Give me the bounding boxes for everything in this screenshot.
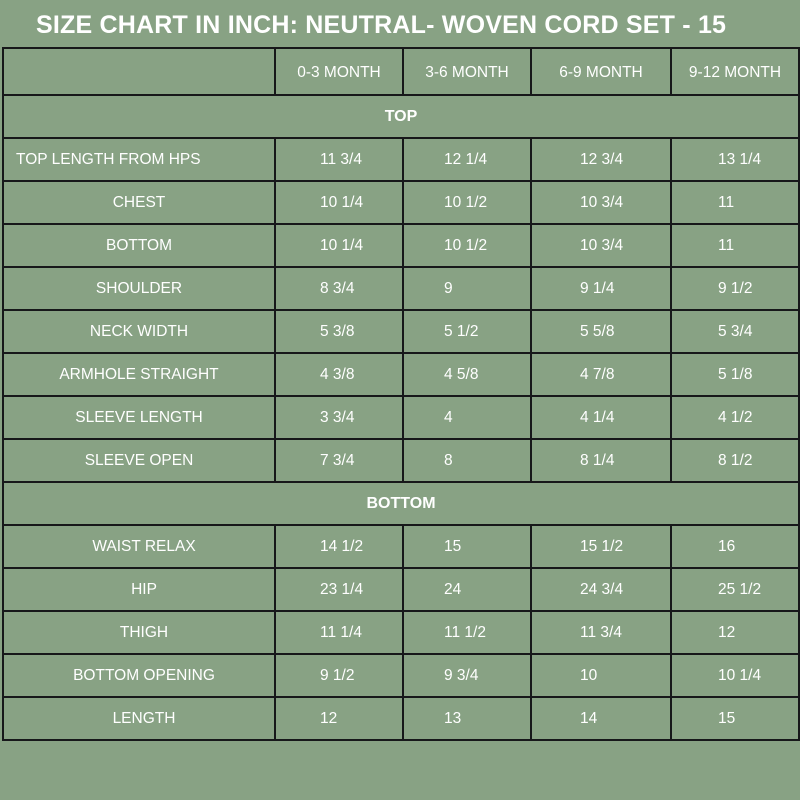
measurement-value: 8 1/2 <box>670 438 800 483</box>
table-row: LENGTH 12 13 14 15 <box>2 696 800 741</box>
table-row: CHEST 10 1/4 10 1/2 10 3/4 11 <box>2 180 800 225</box>
measurement-value: 10 1/2 <box>402 180 532 225</box>
measurement-value: 5 1/2 <box>402 309 532 354</box>
measurement-value: 9 1/2 <box>274 653 404 698</box>
measurement-value: 8 3/4 <box>274 266 404 311</box>
measurement-label: SHOULDER <box>2 266 276 311</box>
measurement-value: 10 3/4 <box>530 223 672 268</box>
section-title: TOP <box>2 94 800 139</box>
measurement-value: 9 <box>402 266 532 311</box>
measurement-label: SLEEVE OPEN <box>2 438 276 483</box>
measurement-value: 24 <box>402 567 532 612</box>
measurement-value: 9 3/4 <box>402 653 532 698</box>
measurement-value: 15 <box>670 696 800 741</box>
measurement-value: 14 1/2 <box>274 524 404 569</box>
measurement-value: 4 1/4 <box>530 395 672 440</box>
measurement-value: 14 <box>530 696 672 741</box>
measurement-value: 11 1/4 <box>274 610 404 655</box>
table-row: BOTTOM 10 1/4 10 1/2 10 3/4 11 <box>2 223 800 268</box>
measurement-value: 10 1/4 <box>670 653 800 698</box>
measurement-label: THIGH <box>2 610 276 655</box>
measurement-value: 7 3/4 <box>274 438 404 483</box>
table-row: HIP 23 1/4 24 24 3/4 25 1/2 <box>2 567 800 612</box>
measurement-value: 5 3/8 <box>274 309 404 354</box>
measurement-value: 4 7/8 <box>530 352 672 397</box>
measurement-label: SLEEVE LENGTH <box>2 395 276 440</box>
measurement-value: 24 3/4 <box>530 567 672 612</box>
measurement-value: 3 3/4 <box>274 395 404 440</box>
table-row: WAIST RELAX 14 1/2 15 15 1/2 16 <box>2 524 800 569</box>
measurement-value: 13 1/4 <box>670 137 800 182</box>
measurement-value: 8 1/4 <box>530 438 672 483</box>
table-row: SLEEVE OPEN 7 3/4 8 8 1/4 8 1/2 <box>2 438 800 483</box>
measurement-value: 11 <box>670 223 800 268</box>
header-cell-size: 6-9 MONTH <box>530 47 672 96</box>
table-row: ARMHOLE STRAIGHT 4 3/8 4 5/8 4 7/8 5 1/8 <box>2 352 800 397</box>
measurement-label: CHEST <box>2 180 276 225</box>
measurement-value: 11 <box>670 180 800 225</box>
table-row: THIGH 11 1/4 11 1/2 11 3/4 12 <box>2 610 800 655</box>
measurement-value: 25 1/2 <box>670 567 800 612</box>
measurement-value: 23 1/4 <box>274 567 404 612</box>
table-row: SHOULDER 8 3/4 9 9 1/4 9 1/2 <box>2 266 800 311</box>
header-cell-size: 3-6 MONTH <box>402 47 532 96</box>
table-row: NECK WIDTH 5 3/8 5 1/2 5 5/8 5 3/4 <box>2 309 800 354</box>
measurement-label: BOTTOM OPENING <box>2 653 276 698</box>
measurement-label: NECK WIDTH <box>2 309 276 354</box>
measurement-value: 4 1/2 <box>670 395 800 440</box>
measurement-value: 11 3/4 <box>274 137 404 182</box>
measurement-value: 12 3/4 <box>530 137 672 182</box>
header-cell-size: 9-12 MONTH <box>670 47 800 96</box>
header-cell-size: 0-3 MONTH <box>274 47 404 96</box>
measurement-value: 12 <box>274 696 404 741</box>
measurement-value: 10 3/4 <box>530 180 672 225</box>
measurement-value: 13 <box>402 696 532 741</box>
section-header-row: TOP <box>2 94 800 139</box>
section-header-row: BOTTOM <box>2 481 800 526</box>
measurement-value: 15 <box>402 524 532 569</box>
measurement-label: ARMHOLE STRAIGHT <box>2 352 276 397</box>
measurement-value: 4 3/8 <box>274 352 404 397</box>
measurement-label: TOP LENGTH FROM HPS <box>2 137 276 182</box>
size-chart-body: 0-3 MONTH 3-6 MONTH 6-9 MONTH 9-12 MONTH… <box>2 47 800 741</box>
section-title: BOTTOM <box>2 481 800 526</box>
measurement-value: 10 1/2 <box>402 223 532 268</box>
page-title: SIZE CHART IN INCH: NEUTRAL- WOVEN CORD … <box>36 11 727 39</box>
measurement-value: 10 1/4 <box>274 223 404 268</box>
size-chart-table: 0-3 MONTH 3-6 MONTH 6-9 MONTH 9-12 MONTH… <box>2 47 800 741</box>
measurement-value: 10 <box>530 653 672 698</box>
measurement-value: 10 1/4 <box>274 180 404 225</box>
measurement-label: BOTTOM <box>2 223 276 268</box>
measurement-value: 5 3/4 <box>670 309 800 354</box>
measurement-value: 4 5/8 <box>402 352 532 397</box>
measurement-label: HIP <box>2 567 276 612</box>
measurement-value: 11 3/4 <box>530 610 672 655</box>
measurement-value: 11 1/2 <box>402 610 532 655</box>
measurement-value: 4 <box>402 395 532 440</box>
measurement-value: 5 1/8 <box>670 352 800 397</box>
measurement-value: 12 1/4 <box>402 137 532 182</box>
table-row: BOTTOM OPENING 9 1/2 9 3/4 10 10 1/4 <box>2 653 800 698</box>
header-cell-empty <box>2 47 276 96</box>
measurement-value: 12 <box>670 610 800 655</box>
measurement-value: 15 1/2 <box>530 524 672 569</box>
measurement-value: 8 <box>402 438 532 483</box>
measurement-label: LENGTH <box>2 696 276 741</box>
measurement-label: WAIST RELAX <box>2 524 276 569</box>
table-row: TOP LENGTH FROM HPS 11 3/4 12 1/4 12 3/4 13 … <box>2 137 800 182</box>
measurement-value: 9 1/2 <box>670 266 800 311</box>
measurement-value: 16 <box>670 524 800 569</box>
measurement-value: 5 5/8 <box>530 309 672 354</box>
measurement-value: 9 1/4 <box>530 266 672 311</box>
table-row: SLEEVE LENGTH 3 3/4 4 4 1/4 4 1/2 <box>2 395 800 440</box>
table-header-row: 0-3 MONTH 3-6 MONTH 6-9 MONTH 9-12 MONTH <box>2 47 800 96</box>
